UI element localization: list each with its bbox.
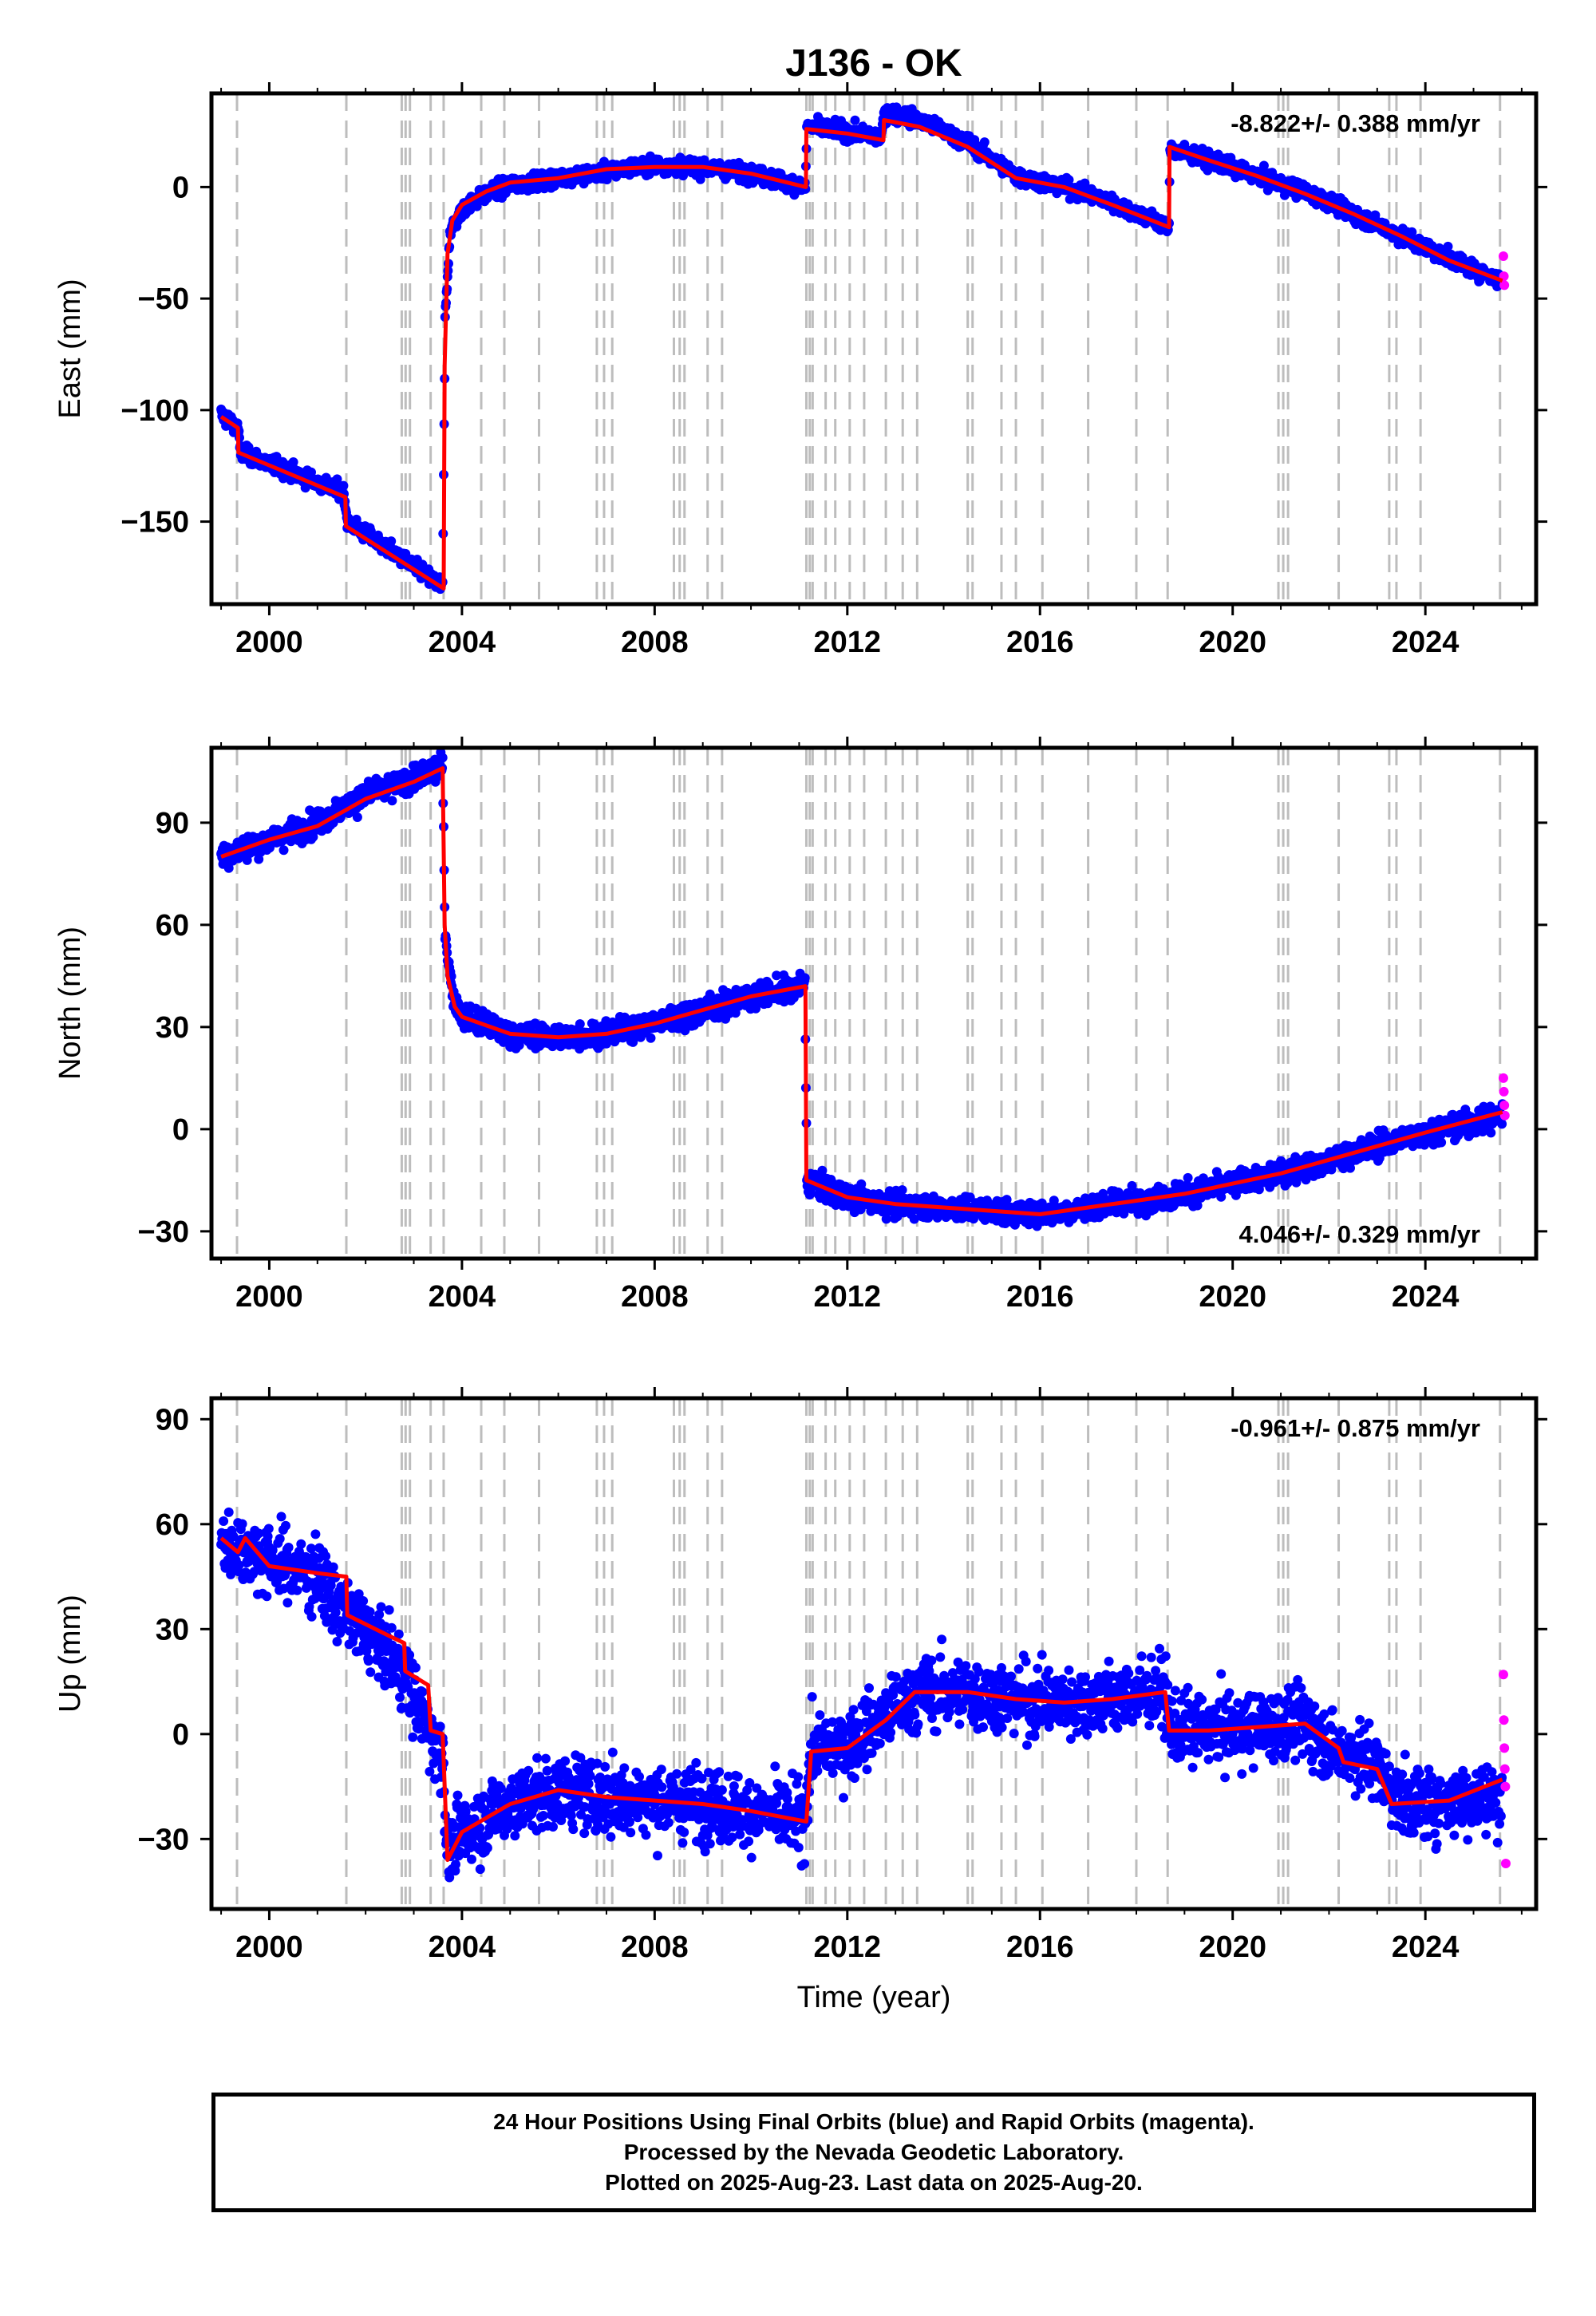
rate-annotation: -8.822+/- 0.388 mm/yr (1231, 109, 1480, 137)
y-axis-label: East (mm) (53, 279, 87, 418)
final-point (1443, 241, 1453, 251)
panel-frame (209, 91, 1539, 607)
x-axis-label: Time (year) (797, 1981, 951, 2014)
final-point (1258, 160, 1269, 171)
x-tick-label: 2020 (1199, 626, 1266, 659)
final-point (772, 970, 782, 981)
rapid-point (1498, 251, 1508, 262)
x-tick-label: 2004 (429, 626, 496, 659)
final-point (1192, 1200, 1203, 1211)
final-point (387, 796, 397, 806)
final-point (386, 536, 397, 547)
x-tick-label: 2012 (814, 626, 882, 659)
plot-area (216, 93, 1510, 604)
final-point (437, 753, 448, 763)
final-point (1064, 175, 1074, 185)
chart-title: J136 - OK (785, 42, 962, 85)
final-point (1127, 1180, 1137, 1191)
final-point (352, 812, 362, 822)
final-point (881, 1214, 891, 1224)
final-point (1407, 227, 1417, 237)
final-point (271, 452, 282, 462)
final-point (646, 1033, 656, 1043)
final-point (800, 973, 810, 983)
final-point (306, 467, 316, 477)
x-tick-label: 2000 (235, 626, 303, 659)
final-point (514, 1040, 524, 1050)
panels: 2000 2004 2008 2012 2016 2020 2024 0 −50 −100 −150… (53, 82, 1547, 1964)
final-point (1183, 1172, 1193, 1183)
panel-1: 2000 2004 2008 2012 2016 2020 2024 0 −50 −100 −150… (53, 82, 1547, 659)
y-tick-label: −150 (120, 506, 189, 539)
final-point (856, 1179, 867, 1189)
y-tick-label: −50 (138, 283, 189, 316)
rapid-point (1499, 280, 1510, 290)
final-point (850, 115, 860, 125)
rapid-orbit-points (1498, 251, 1510, 290)
x-tick-label: 2024 (1392, 626, 1460, 659)
final-point (909, 1214, 919, 1224)
final-point (979, 137, 990, 148)
final-point (575, 1019, 585, 1030)
model-line (219, 118, 1503, 591)
final-point (1216, 1192, 1227, 1202)
final-point (243, 442, 254, 453)
final-point (288, 457, 298, 467)
final-point (897, 1185, 907, 1196)
final-point (223, 863, 234, 873)
final-point (279, 845, 289, 856)
plot-area (216, 748, 1510, 1259)
y-tick-label: −100 (120, 394, 189, 428)
final-point (338, 480, 349, 491)
y-tick-label: 0 (172, 171, 189, 204)
panel-2: 2000 2004 2008 2012 2016 2020 20249060300−30No… (53, 737, 1547, 1314)
final-point (1001, 1195, 1012, 1205)
x-tick-label: 2008 (621, 626, 689, 659)
x-tick-label: 2016 (1006, 626, 1074, 659)
final-point (308, 832, 318, 842)
